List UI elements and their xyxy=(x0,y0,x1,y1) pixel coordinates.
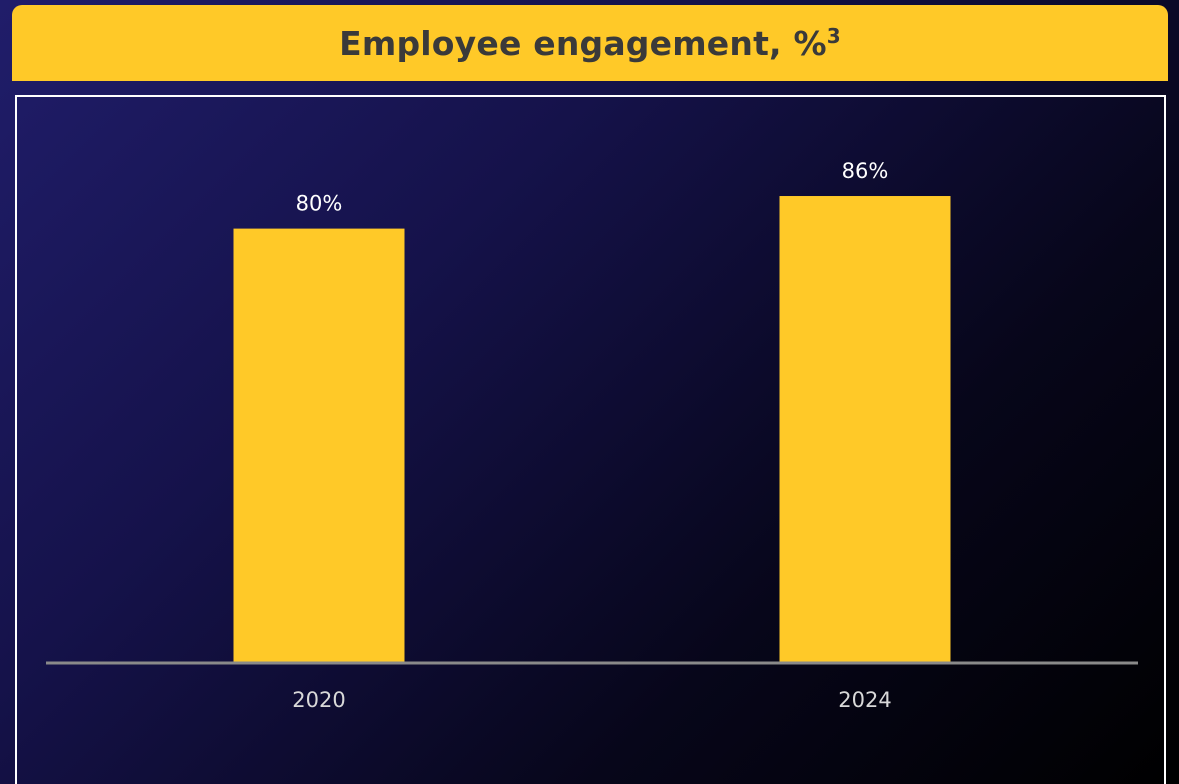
chart-title-banner: Employee engagement, %3 xyxy=(12,5,1168,81)
bars-layer xyxy=(233,196,951,663)
chart-title-footnote-marker: 3 xyxy=(826,23,841,48)
value-label-2020: 80% xyxy=(296,192,343,216)
value-label-2024: 86% xyxy=(842,159,889,183)
labels-layer: 80% 2020 86% 2024 xyxy=(292,159,891,712)
chart-panel xyxy=(15,95,1166,784)
bar-2020 xyxy=(233,228,405,663)
category-label-2024: 2024 xyxy=(838,688,891,712)
bar-2024 xyxy=(779,196,951,663)
chart-title-text: Employee engagement, % xyxy=(339,23,827,63)
chart-title: Employee engagement, %3 xyxy=(339,24,841,63)
category-label-2020: 2020 xyxy=(292,688,345,712)
